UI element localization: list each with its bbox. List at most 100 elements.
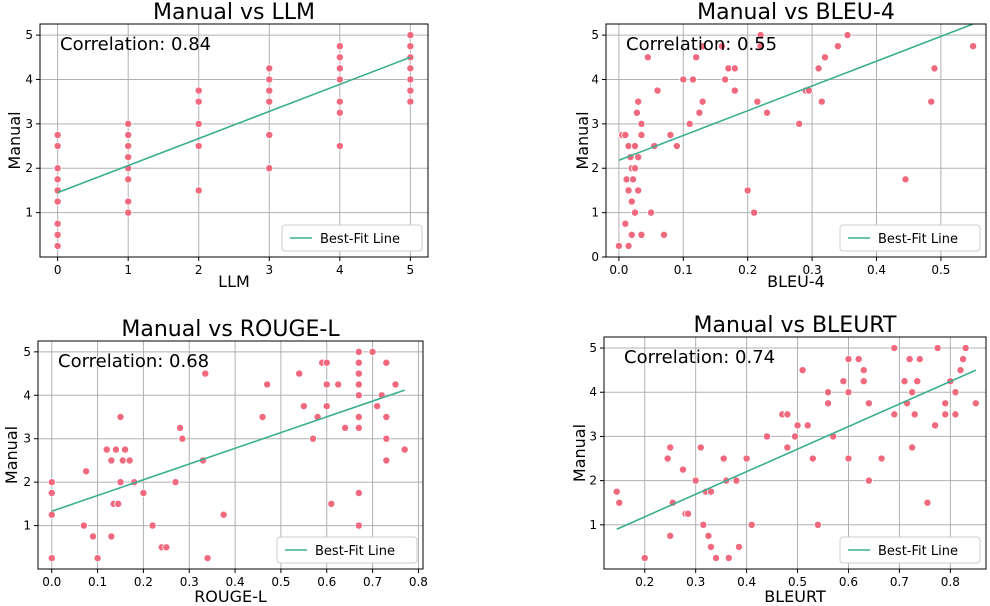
- data-point: [923, 498, 932, 507]
- data-point: [335, 75, 344, 84]
- data-point: [717, 42, 726, 51]
- data-point: [354, 521, 363, 530]
- y-tick-label: 4: [591, 72, 599, 86]
- data-point: [629, 175, 638, 184]
- data-point: [930, 64, 939, 73]
- x-tick-label: 0.5: [931, 263, 950, 277]
- data-point: [843, 31, 852, 40]
- data-point: [637, 130, 646, 139]
- data-point: [124, 130, 133, 139]
- x-tick-label: 0.8: [941, 575, 960, 589]
- data-point: [691, 476, 700, 485]
- data-point: [406, 31, 415, 40]
- data-point: [647, 208, 656, 217]
- panel-manual-vs-bleu4: 0.0 0.1 0.2 0.3 0.4 0.5 0 1 2 3 4 5 Manual vs BLEU-4…: [573, 0, 987, 291]
- data-point: [406, 97, 415, 106]
- plot-area: [606, 24, 986, 257]
- data-point: [808, 454, 817, 463]
- correlation-annotation: Correlation: 0.68: [58, 351, 209, 372]
- data-point: [322, 402, 331, 411]
- data-point: [640, 553, 649, 562]
- data-point: [630, 142, 639, 151]
- data-point: [666, 130, 675, 139]
- data-point: [265, 164, 274, 173]
- data-point: [634, 186, 643, 195]
- data-point: [194, 186, 203, 195]
- axes-frame: [605, 23, 987, 258]
- data-point: [354, 358, 363, 367]
- data-point: [969, 42, 978, 51]
- data-point: [783, 410, 792, 419]
- data-point: [756, 42, 765, 51]
- data-point: [941, 410, 950, 419]
- data-point: [747, 520, 756, 529]
- y-tick-label: 4: [25, 72, 33, 86]
- data-point: [730, 64, 739, 73]
- data-point: [698, 42, 707, 51]
- data-point: [118, 456, 127, 465]
- data-point: [391, 380, 400, 389]
- data-point: [971, 399, 980, 408]
- data-point: [612, 487, 621, 496]
- data-point: [265, 97, 274, 106]
- correlation-annotation: Correlation: 0.55: [626, 34, 777, 55]
- data-point: [53, 197, 62, 206]
- x-tick-label: 0.0: [609, 263, 628, 277]
- data-point: [933, 344, 942, 353]
- data-point: [915, 355, 924, 364]
- data-point: [53, 230, 62, 239]
- data-point: [263, 380, 272, 389]
- legend-label: Best-Fit Line: [878, 232, 958, 247]
- y-tick-label: 4: [589, 385, 597, 399]
- x-tick-label: 0.2: [738, 263, 757, 277]
- x-axis-label: LLM: [218, 272, 250, 291]
- data-point: [813, 520, 822, 529]
- data-point: [335, 142, 344, 151]
- y-axis-label: Manual: [573, 111, 592, 169]
- data-point: [116, 412, 125, 421]
- x-tick-label: 0.1: [674, 263, 693, 277]
- data-point: [753, 97, 762, 106]
- data-point: [373, 402, 382, 411]
- data-point: [171, 478, 180, 487]
- data-point: [354, 380, 363, 389]
- data-point: [820, 53, 829, 62]
- data-point: [959, 355, 968, 364]
- data-point: [354, 347, 363, 356]
- data-point: [712, 553, 721, 562]
- data-point: [854, 355, 863, 364]
- data-point: [265, 75, 274, 84]
- data-point: [124, 175, 133, 184]
- x-tick-label: 0.2: [134, 575, 153, 589]
- data-point: [335, 108, 344, 117]
- data-point: [322, 358, 331, 367]
- chart-title: Manual vs BLEU-4: [697, 0, 895, 25]
- y-tick-label: 3: [591, 117, 599, 131]
- data-point: [258, 412, 267, 421]
- x-tick-label: 3: [265, 263, 273, 277]
- data-point: [53, 186, 62, 195]
- data-point: [107, 532, 116, 541]
- data-point: [53, 219, 62, 228]
- data-point: [637, 230, 646, 239]
- data-point: [47, 510, 56, 519]
- chart-title: Manual vs LLM: [153, 0, 315, 25]
- panel-manual-vs-llm: 0 1 2 3 4 5 1 2 3 4 5 Manual vs LLM LLM Manual Correla…: [5, 0, 429, 291]
- data-point: [53, 142, 62, 151]
- y-axis-label: Manual: [5, 111, 24, 169]
- y-tick-label: 5: [23, 345, 31, 359]
- data-point: [793, 421, 802, 430]
- data-point: [335, 53, 344, 62]
- legend-label: Best-Fit Line: [315, 544, 395, 559]
- correlation-annotation: Correlation: 0.84: [60, 34, 211, 55]
- data-point: [734, 542, 743, 551]
- data-point: [941, 399, 950, 408]
- data-point: [265, 64, 274, 73]
- data-point: [859, 366, 868, 375]
- y-tick-label: 3: [23, 432, 31, 446]
- legend-label: Best-Fit Line: [878, 544, 958, 559]
- data-point: [335, 42, 344, 51]
- data-point: [678, 465, 687, 474]
- data-point: [743, 186, 752, 195]
